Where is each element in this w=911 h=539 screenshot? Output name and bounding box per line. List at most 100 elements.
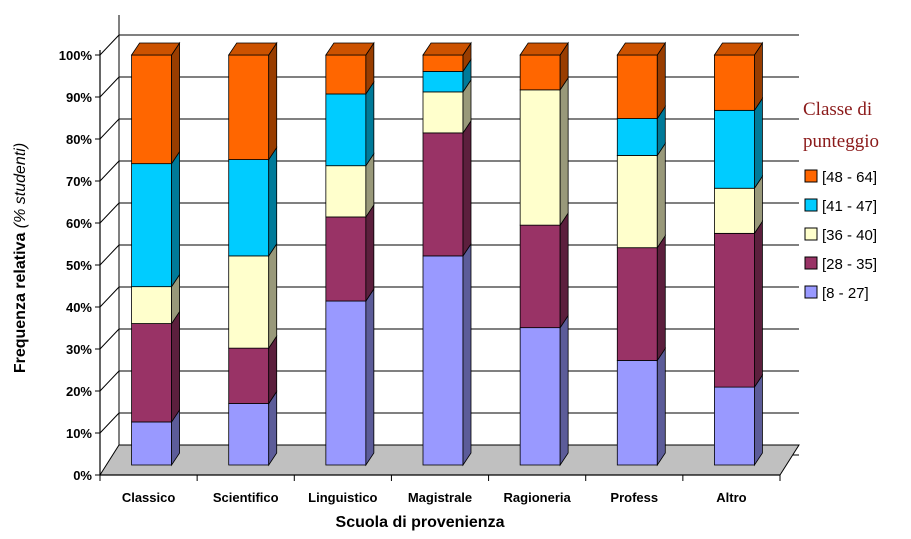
y-tick-label: 0% bbox=[73, 468, 92, 483]
y-axis-title: Frequenza relativa (% studenti) bbox=[12, 143, 29, 373]
bar-segment bbox=[519, 314, 569, 467]
bar-segment bbox=[714, 97, 763, 190]
y-tick-label: 60% bbox=[66, 216, 92, 231]
legend-item: [36 - 40] bbox=[804, 227, 877, 244]
bar-front bbox=[131, 421, 172, 466]
y-tick-label: 10% bbox=[66, 426, 92, 441]
legend-item: [28 - 35] bbox=[804, 256, 877, 273]
gridline-depth bbox=[99, 412, 120, 434]
bar-segment bbox=[422, 119, 472, 258]
bar-front bbox=[714, 109, 755, 189]
bar-side bbox=[171, 310, 180, 424]
bar-segment bbox=[325, 203, 375, 303]
bar-front bbox=[519, 327, 561, 466]
y-axis-title-italic: (% studenti) bbox=[12, 143, 29, 228]
bar-segment bbox=[616, 234, 666, 362]
gridline-depth bbox=[99, 286, 120, 308]
gridline-depth bbox=[99, 202, 120, 224]
bar-side bbox=[656, 142, 666, 250]
bar-front bbox=[714, 386, 755, 466]
gridline-depth bbox=[99, 160, 120, 182]
bar-segment bbox=[325, 80, 375, 168]
bar-side bbox=[656, 234, 666, 362]
legend-title-line-1: Classe di bbox=[803, 99, 872, 120]
bar-front bbox=[714, 232, 755, 388]
bar-front bbox=[422, 91, 464, 134]
legend-item: [48 - 64] bbox=[804, 169, 877, 186]
bar-side bbox=[754, 220, 763, 389]
bar-front bbox=[422, 255, 464, 466]
bars bbox=[130, 41, 764, 467]
bar-side bbox=[754, 97, 763, 190]
bar-segment bbox=[131, 41, 180, 165]
x-tick-label: Profess bbox=[610, 490, 658, 505]
legend-swatch bbox=[804, 227, 818, 241]
bar-front bbox=[714, 54, 755, 111]
gridline-depth bbox=[99, 328, 120, 350]
bar-segment bbox=[519, 76, 569, 227]
gridline-depth bbox=[99, 118, 120, 140]
bar-side bbox=[559, 314, 569, 467]
bar-side bbox=[268, 242, 278, 350]
bar-front bbox=[422, 54, 464, 72]
y-axis-title-main: Frequenza relativa bbox=[12, 228, 29, 373]
bar-side bbox=[559, 211, 569, 329]
gridline-depth bbox=[99, 370, 120, 392]
bar-front bbox=[519, 54, 561, 91]
legend-item: [41 - 47] bbox=[804, 198, 877, 215]
legend: Classe di punteggio [48 - 64] [41 - 47] [3… bbox=[803, 99, 879, 302]
bar-front bbox=[422, 132, 464, 257]
bar-front bbox=[616, 155, 658, 249]
bar-front bbox=[325, 54, 367, 95]
bar-side bbox=[462, 242, 472, 467]
bar-side bbox=[462, 119, 472, 258]
bar-top bbox=[325, 42, 375, 56]
y-tick-label: 20% bbox=[66, 384, 92, 399]
bar-side bbox=[268, 390, 278, 467]
bar-segment bbox=[616, 142, 666, 250]
x-tick-label: Magistrale bbox=[408, 490, 472, 505]
bar-segment bbox=[714, 41, 763, 112]
bar-front bbox=[228, 54, 270, 160]
legend-title-line-2: punteggio bbox=[803, 131, 879, 152]
bar-side bbox=[559, 76, 569, 227]
bar-stack-magistrale bbox=[422, 41, 472, 467]
y-tick-label: 80% bbox=[66, 132, 92, 147]
x-axis-title: Scuola di provenienza bbox=[336, 514, 505, 531]
bar-segment bbox=[131, 310, 180, 424]
bar-segment bbox=[228, 242, 278, 350]
bar-segment bbox=[616, 347, 666, 467]
bar-segment bbox=[422, 78, 472, 135]
bar-side bbox=[171, 41, 180, 165]
bar-side bbox=[268, 146, 278, 258]
bar-front bbox=[325, 165, 367, 218]
x-tick-label: Ragioneria bbox=[504, 490, 572, 505]
bar-top bbox=[616, 42, 667, 56]
bar-segment bbox=[616, 105, 666, 157]
x-tick-label: Scientifico bbox=[213, 490, 279, 505]
bar-front bbox=[616, 54, 658, 119]
bar-front bbox=[228, 255, 270, 349]
bar-front bbox=[714, 187, 755, 234]
gridline-depth bbox=[99, 76, 120, 98]
bar-top bbox=[422, 42, 472, 56]
bar-front bbox=[325, 216, 367, 302]
bar-top bbox=[713, 42, 764, 56]
bar-front bbox=[519, 89, 561, 226]
bar-top bbox=[227, 42, 278, 56]
bar-segment bbox=[131, 408, 180, 467]
bar-segment bbox=[228, 41, 278, 161]
bar-side bbox=[365, 203, 375, 303]
legend-label: [8 - 27] bbox=[822, 285, 869, 302]
x-tick-label: Altro bbox=[716, 490, 746, 505]
legend-label: [48 - 64] bbox=[822, 169, 877, 186]
bar-segment bbox=[422, 41, 472, 73]
bar-front bbox=[228, 159, 270, 257]
legend-label: [28 - 35] bbox=[822, 256, 877, 273]
y-tick-label: 30% bbox=[66, 342, 92, 357]
bar-segment bbox=[616, 41, 666, 120]
y-tick-label: 50% bbox=[66, 258, 92, 273]
bar-segment bbox=[714, 373, 763, 467]
y-tick-label: 90% bbox=[66, 90, 92, 105]
bar-segment bbox=[131, 150, 180, 288]
